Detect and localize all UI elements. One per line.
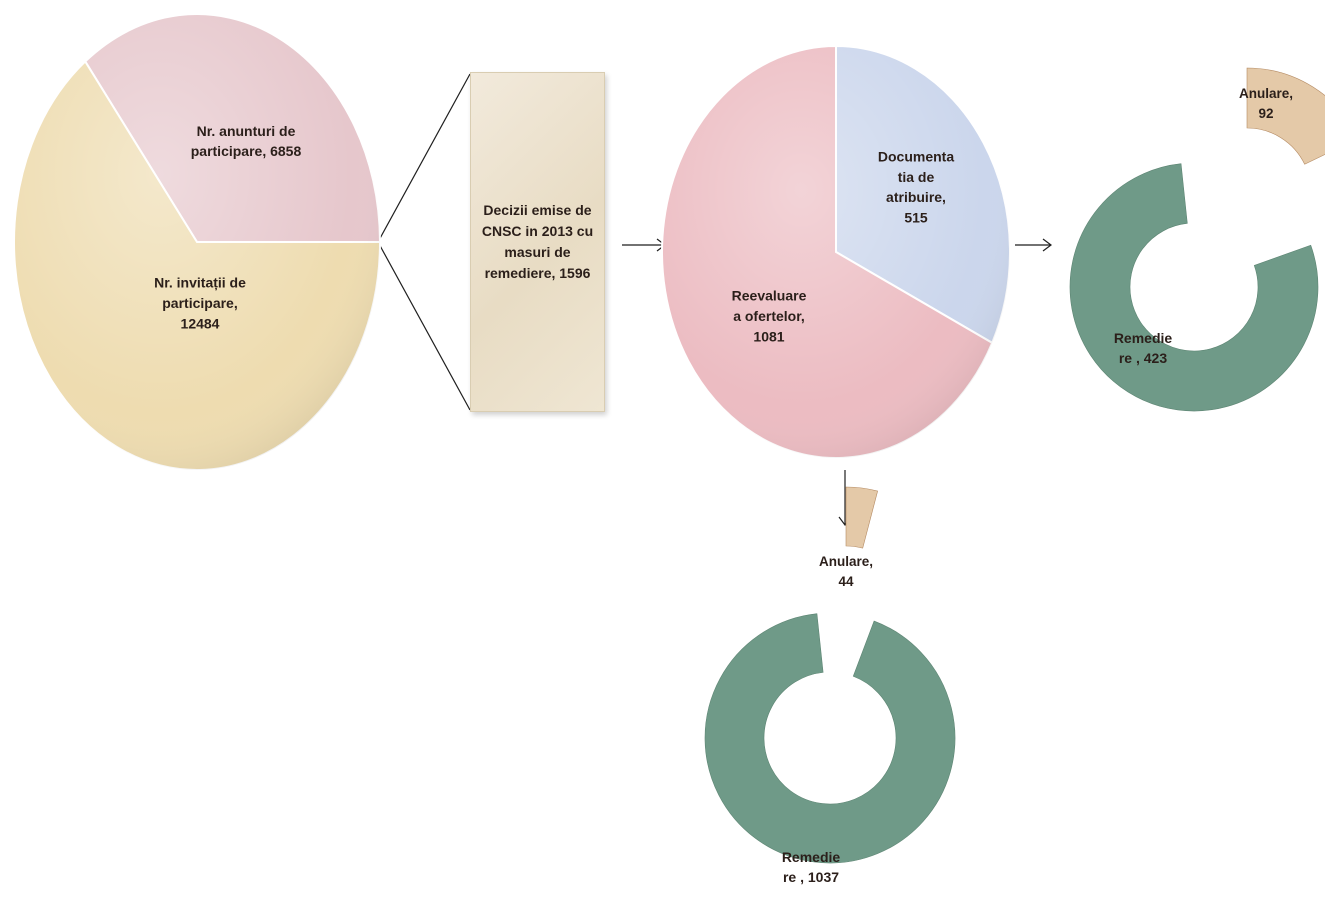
donut-documentatia-label-anulare: Anulare, 92 [1239, 86, 1293, 121]
arrow-right-icon [1015, 238, 1052, 252]
pie-label-invitatii: Nr. invitații de participare, 12484 [154, 275, 246, 332]
donut-documentatia-label-remediere: Remedie re , 423 [1114, 330, 1173, 366]
donut-reevaluare-label-anulare: Anulare, 44 [819, 554, 873, 589]
donut-reevaluare-slice-remediere [704, 613, 956, 864]
decisions-box: Decizii emise de CNSC in 2013 cu masuri … [470, 72, 605, 412]
pie-label-documentatia: Documenta tia de atribuire, 515 [878, 149, 954, 226]
pie-label-reevaluare: Reevaluare a ofertelor, 1081 [732, 288, 807, 345]
donut-documentatia-slice-remediere [1069, 163, 1319, 412]
donut-documentatia-slice-anulare [1246, 67, 1325, 165]
donut-reevaluare-slice-anulare [845, 486, 878, 549]
connector-lines [377, 73, 471, 411]
pie-shading [14, 14, 380, 470]
decisions-box-label: Decizii emise de CNSC in 2013 cu masuri … [481, 202, 594, 281]
pie-shading [662, 46, 1010, 458]
arrow-right-icon [622, 238, 666, 252]
flow-arrows [622, 238, 1052, 526]
pie-label-anunturi: Nr. anunturi de participare, 6858 [191, 123, 302, 159]
donut-reevaluare-label-remediere: Remedie re , 1037 [782, 849, 841, 885]
